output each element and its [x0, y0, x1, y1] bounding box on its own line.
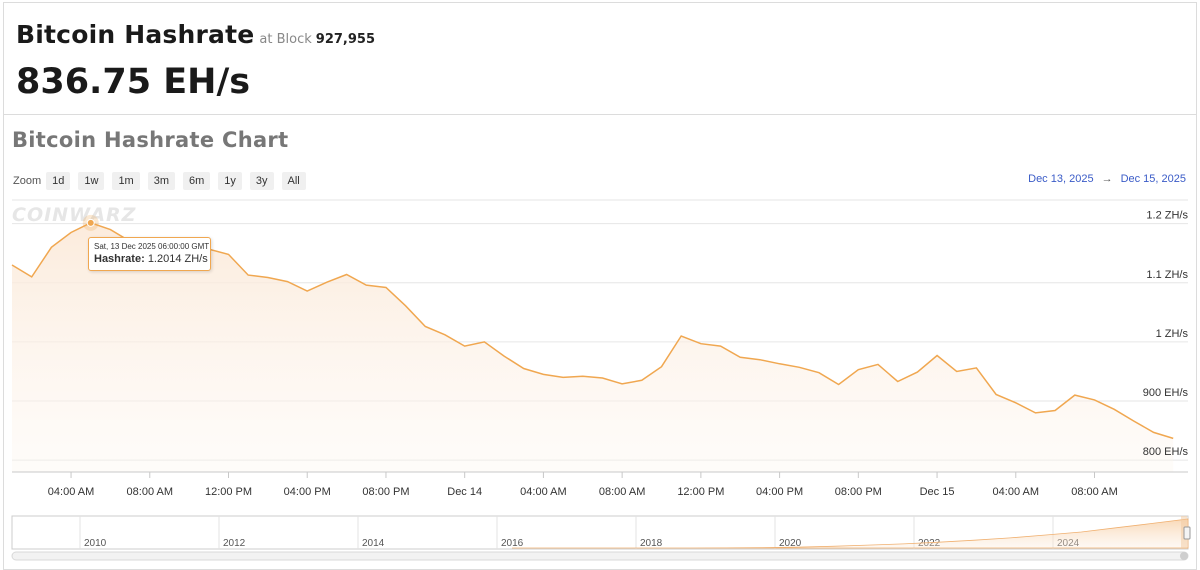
x-tick-label: 12:00 PM: [677, 486, 724, 498]
tooltip-row: Hashrate: 1.2014 ZH/s: [94, 252, 208, 266]
x-tick-label: 08:00 PM: [835, 486, 882, 498]
x-tick-label: 08:00 AM: [127, 486, 173, 498]
zoom-button-all[interactable]: All: [281, 172, 306, 190]
x-tick-label: Dec 14: [447, 486, 482, 498]
block-number: 927,955: [315, 32, 375, 47]
y-tick-label: 800 EH/s: [1143, 446, 1189, 458]
x-tick-label: 04:00 PM: [756, 486, 803, 498]
navigator-series: [512, 518, 1189, 549]
zoom-button-3y[interactable]: 3y: [249, 172, 274, 190]
x-tick-label: 04:00 PM: [284, 486, 331, 498]
x-tick-label: 08:00 PM: [362, 486, 409, 498]
x-axis-labels: 04:00 AM 08:00 AM 12:00 PM 04:00 PM 08:00 PM…: [48, 472, 1118, 498]
navigator-year-label: 2020: [779, 538, 802, 549]
zoom-controls: Zoom 1d 1w 1m 3m 6m 1y 3y All: [13, 171, 314, 191]
x-tick-label: 08:00 AM: [1071, 486, 1117, 498]
navigator-scrollbar[interactable]: [11, 551, 1189, 561]
zoom-button-1d[interactable]: 1d: [46, 172, 71, 190]
zoom-button-3m[interactable]: 3m: [147, 172, 175, 190]
navigator-year-label: 2010: [84, 538, 107, 549]
current-hashrate-value: 836.75 EH/s: [16, 62, 251, 102]
coinwarz-watermark-logo: COINWARZ: [12, 204, 137, 226]
chart-title: Bitcoin Hashrate Chart: [12, 128, 289, 152]
x-tick-label: 04:00 AM: [993, 486, 1039, 498]
y-tick-label: 1 ZH/s: [1156, 328, 1189, 340]
y-tick-label: 1.1 ZH/s: [1146, 269, 1188, 281]
tooltip-series-label: Hashrate:: [94, 253, 145, 265]
page-title: Bitcoin Hashrate: [16, 20, 255, 49]
zoom-label: Zoom: [13, 175, 42, 187]
chart-tooltip: Sat, 13 Dec 2025 06:00:00 GMT Hashrate: …: [88, 237, 211, 271]
range-from-input[interactable]: Dec 13, 2025: [1028, 173, 1094, 185]
navigator-year-label: 2016: [501, 538, 524, 549]
hover-point: [86, 218, 95, 227]
header-card: [3, 2, 1197, 115]
y-tick-label: 900 EH/s: [1143, 387, 1189, 399]
navigator-year-label: 2014: [362, 538, 385, 549]
title-row: Bitcoin Hashrate at Block 927,955: [16, 20, 375, 49]
y-axis-labels: 800 EH/s 900 EH/s 1 ZH/s 1.1 ZH/s 1.2 ZH/s: [1143, 210, 1189, 459]
tooltip-value: 1.2014 ZH/s: [147, 253, 208, 265]
x-tick-label: Dec 15: [920, 486, 955, 498]
zoom-button-1w[interactable]: 1w: [78, 172, 105, 190]
y-tick-label: 1.2 ZH/s: [1146, 210, 1188, 222]
navigator[interactable]: 20102012201420162018202020222024: [11, 515, 1191, 561]
tooltip-date: Sat, 13 Dec 2025 06:00:00 GMT: [94, 242, 210, 251]
hashrate-area: [12, 222, 1174, 472]
navigator-handle[interactable]: [1183, 526, 1191, 540]
zoom-button-1y[interactable]: 1y: [218, 172, 242, 190]
x-tick-label: 04:00 AM: [48, 486, 94, 498]
navigator-year-label: 2018: [640, 538, 663, 549]
range-to-input[interactable]: Dec 15, 2025: [1120, 173, 1186, 185]
hover-marker-layer: [82, 214, 99, 231]
range-arrow: →: [1101, 173, 1113, 185]
zoom-button-1m[interactable]: 1m: [112, 172, 140, 190]
x-tick-label: 08:00 AM: [599, 486, 645, 498]
scrollbar-thumb[interactable]: [1180, 552, 1188, 560]
x-tick-label: 04:00 AM: [520, 486, 566, 498]
x-tick-label: 12:00 PM: [205, 486, 252, 498]
at-block-label: at Block: [259, 32, 312, 47]
date-range: Dec 13, 2025 → Dec 15, 2025: [1028, 173, 1186, 185]
zoom-button-6m[interactable]: 6m: [183, 172, 211, 190]
navigator-year-label: 2012: [223, 538, 246, 549]
